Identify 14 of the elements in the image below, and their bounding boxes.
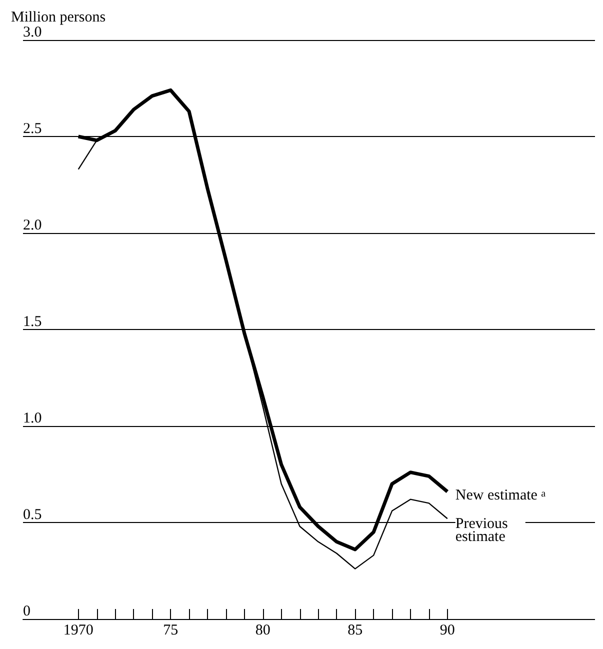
x-tick-label: 85 <box>348 622 363 638</box>
y-tick-label: 2.5 <box>23 121 42 137</box>
y-tick-label: 0.5 <box>23 507 42 523</box>
series-label: Previous estimate <box>455 516 512 546</box>
y-tick-label: 1.0 <box>23 410 42 426</box>
y-axis-title: Million persons <box>11 10 106 26</box>
x-tick-label: 80 <box>255 622 270 638</box>
y-tick-label: 2.0 <box>23 218 42 234</box>
y-tick-label: 3.0 <box>23 24 42 40</box>
y-tick-label: 0 <box>23 604 30 620</box>
x-tick-label: 1970 <box>63 622 94 638</box>
x-tick-label: 75 <box>163 622 178 638</box>
x-tick-label: 90 <box>440 622 455 638</box>
y-tick-label: 1.5 <box>23 314 42 330</box>
